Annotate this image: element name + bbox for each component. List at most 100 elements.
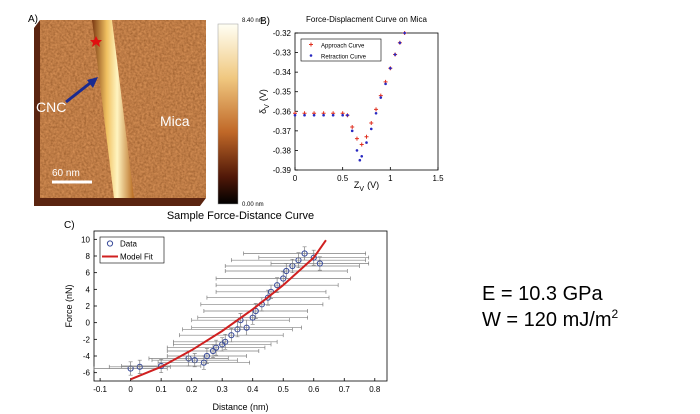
y-tick-label: -0.38 bbox=[273, 146, 292, 155]
point bbox=[136, 363, 143, 370]
legend-marker bbox=[309, 42, 313, 47]
legend-box bbox=[300, 38, 382, 62]
point bbox=[379, 96, 383, 99]
y-error-bar bbox=[128, 361, 133, 376]
point bbox=[384, 82, 387, 86]
panel-label: A) bbox=[28, 14, 38, 25]
y-tick-label: 0 bbox=[86, 319, 91, 328]
y-error-bar bbox=[220, 337, 225, 352]
axis-label: Distance (nm) bbox=[212, 402, 268, 412]
y-error-bar bbox=[229, 328, 234, 343]
y-tick-label: -0.35 bbox=[273, 88, 292, 97]
y-error-bar bbox=[238, 313, 243, 328]
point bbox=[354, 136, 359, 141]
point bbox=[364, 134, 369, 139]
panel-label: B) bbox=[260, 16, 270, 27]
point bbox=[374, 107, 379, 112]
y-tick-label: -4 bbox=[83, 352, 91, 361]
colorbar bbox=[217, 23, 239, 205]
axis-label: Force (nN) bbox=[64, 284, 74, 327]
y-error-bar bbox=[137, 359, 142, 374]
point bbox=[252, 307, 259, 315]
annotation: Mica bbox=[160, 113, 190, 129]
arrow-head bbox=[87, 77, 98, 88]
legend-label: Data bbox=[120, 240, 137, 249]
y-tick-label: 8 bbox=[86, 252, 91, 261]
chart-title: Force-Displacment Curve on Mica bbox=[306, 15, 427, 24]
point bbox=[283, 267, 290, 275]
arrow bbox=[65, 78, 95, 104]
point bbox=[310, 254, 317, 261]
x-tick-label: 0.2 bbox=[186, 385, 198, 394]
point bbox=[222, 338, 229, 345]
y-tick-label: 10 bbox=[81, 235, 90, 244]
point bbox=[209, 347, 217, 355]
point bbox=[346, 113, 349, 117]
point bbox=[389, 66, 392, 70]
legend-label: Model Fit bbox=[120, 253, 154, 262]
point bbox=[301, 250, 308, 257]
y-error-bar bbox=[317, 256, 322, 271]
x-tick-label: -0.1 bbox=[93, 385, 107, 394]
y-tick-label: 4 bbox=[86, 285, 91, 294]
axis-label-sub: V bbox=[359, 186, 364, 193]
point bbox=[398, 41, 402, 45]
afm-image bbox=[34, 20, 206, 206]
point bbox=[358, 158, 362, 162]
modulus: E = 10.3 GPa bbox=[482, 283, 604, 305]
y-tick-label: -0.33 bbox=[273, 49, 292, 58]
point bbox=[264, 294, 272, 301]
y-error-bar bbox=[214, 339, 219, 356]
chart-title: Sample Force-Distance Curve bbox=[167, 210, 314, 222]
axis-label-main: δ bbox=[258, 109, 268, 114]
point bbox=[365, 141, 368, 144]
point bbox=[312, 113, 316, 117]
panel-label: C) bbox=[64, 220, 75, 231]
x-tick-label: 0 bbox=[293, 174, 298, 183]
axis-label-unit: (V) bbox=[258, 89, 268, 101]
point bbox=[355, 149, 359, 152]
point bbox=[360, 155, 364, 158]
y-tick-label: -0.36 bbox=[273, 107, 292, 116]
point bbox=[369, 121, 374, 126]
legend-label: Approach Curve bbox=[321, 44, 365, 50]
y-tick-label: 2 bbox=[86, 302, 91, 311]
fit-line bbox=[130, 239, 327, 381]
point bbox=[243, 324, 250, 331]
x-tick-label: 1.5 bbox=[432, 174, 444, 183]
axis-label: ZV (V) bbox=[354, 180, 379, 193]
annotation: CNC bbox=[36, 99, 66, 115]
x-tick-label: 0.1 bbox=[156, 385, 168, 394]
x-tick-label: 0.8 bbox=[369, 385, 381, 394]
point bbox=[228, 332, 235, 339]
y-tick-label: -6 bbox=[83, 369, 91, 378]
point bbox=[234, 326, 241, 333]
x-tick-label: 0.5 bbox=[337, 174, 349, 183]
x-tick-label: 1 bbox=[388, 174, 393, 183]
point bbox=[374, 111, 378, 115]
y-tick-label: -0.34 bbox=[273, 68, 292, 77]
point bbox=[350, 129, 354, 133]
cnc-fiber bbox=[92, 20, 134, 198]
x-tick-label: 0.6 bbox=[308, 385, 320, 394]
legend-label: Retraction Curve bbox=[321, 55, 367, 61]
scale-label: 60 nm bbox=[52, 168, 80, 179]
x-tick-label: 0 bbox=[128, 385, 133, 394]
x-tick-label: 0.4 bbox=[247, 385, 259, 394]
y-error-bar bbox=[296, 252, 301, 269]
marker bbox=[90, 36, 102, 47]
x-tick-label: 0.7 bbox=[339, 385, 351, 394]
point bbox=[200, 359, 207, 366]
plot-frame bbox=[294, 32, 439, 171]
legend-marker bbox=[106, 240, 114, 247]
point bbox=[331, 113, 335, 117]
colorbar-label: 0.00 nm bbox=[242, 202, 264, 208]
point bbox=[293, 113, 297, 117]
y-tick-label: -0.37 bbox=[273, 127, 292, 136]
point bbox=[322, 113, 325, 117]
point bbox=[316, 260, 323, 267]
axis-label-main: Z bbox=[354, 180, 360, 190]
y-error-bar bbox=[290, 258, 295, 274]
point bbox=[341, 113, 344, 117]
